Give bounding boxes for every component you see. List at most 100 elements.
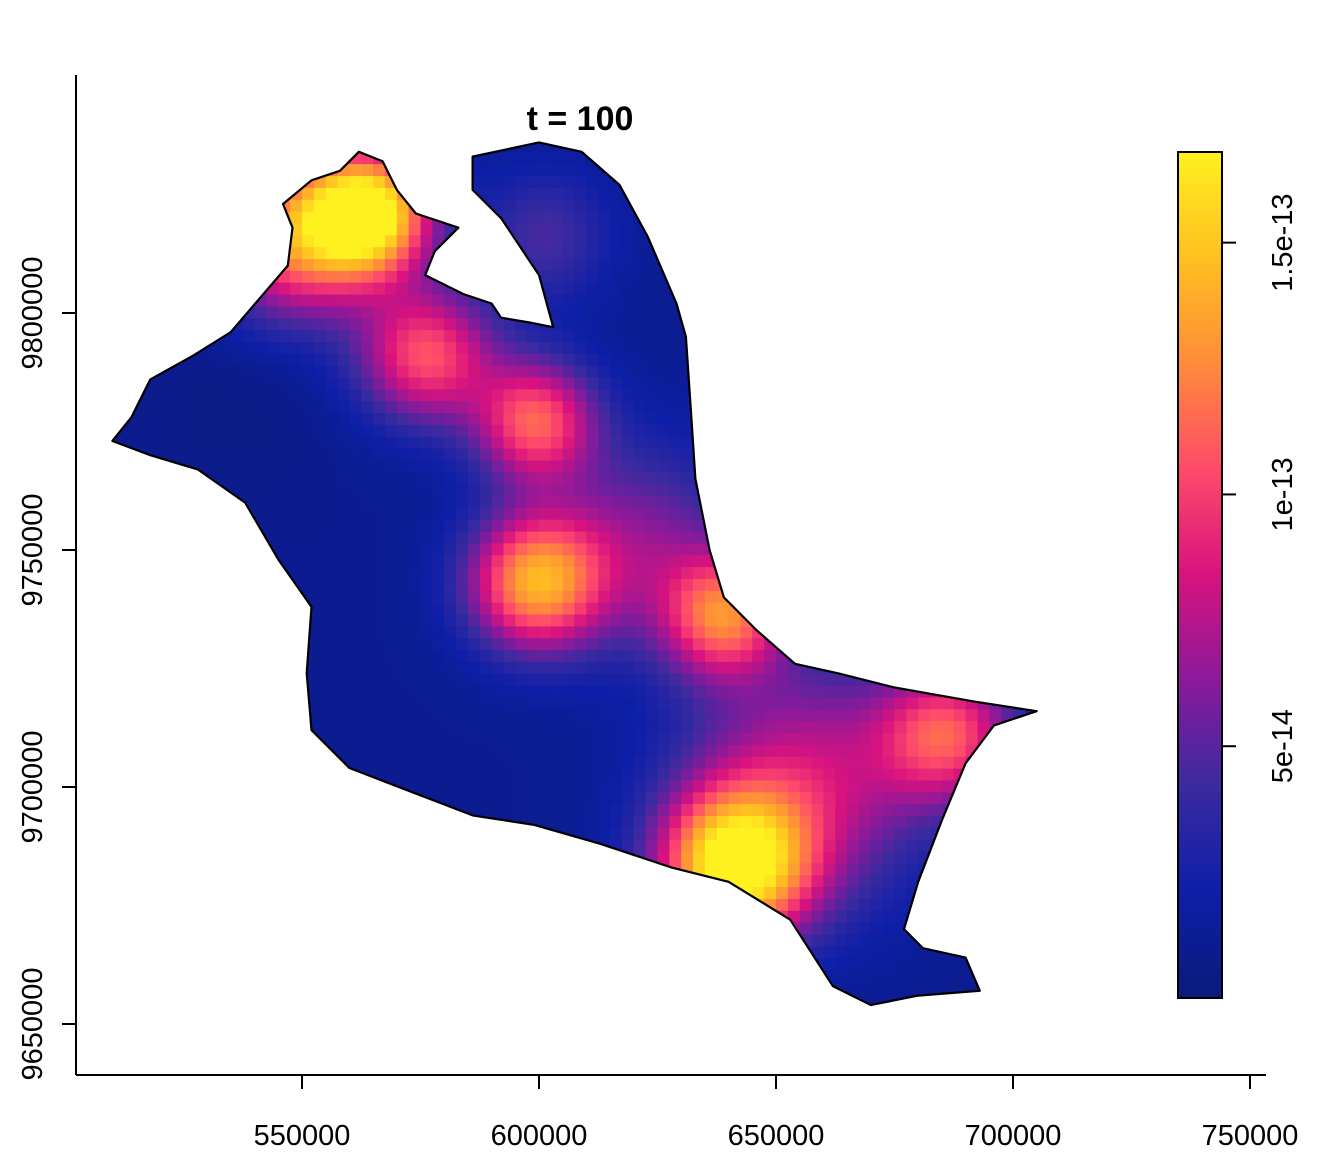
heatmap-cell: [527, 720, 540, 733]
heatmap-cell: [207, 685, 220, 698]
heatmap-cell: [870, 187, 884, 200]
heatmap-cell: [847, 602, 860, 615]
heatmap-cell: [776, 898, 789, 911]
heatmap-cell: [882, 839, 896, 852]
heatmap-cell: [728, 507, 741, 520]
heatmap-cell: [112, 614, 125, 627]
heatmap-cell: [171, 839, 185, 852]
heatmap-cell: [219, 365, 232, 378]
heatmap-cell: [147, 495, 161, 508]
heatmap-cell: [420, 519, 433, 532]
heatmap-cell: [361, 922, 374, 935]
heatmap-cell: [396, 922, 410, 935]
heatmap-cell: [373, 495, 386, 508]
heatmap-cell: [539, 554, 552, 568]
heatmap-cell: [373, 851, 386, 864]
heatmap-cell: [230, 377, 244, 390]
heatmap-cell: [752, 862, 765, 876]
heatmap-cell: [479, 756, 493, 769]
heatmap-cell: [539, 341, 552, 354]
heatmap-cell: [183, 258, 196, 271]
heatmap-cell: [752, 448, 765, 461]
heatmap-cell: [527, 649, 540, 662]
heatmap-cell: [219, 685, 232, 698]
heatmap-cell: [610, 211, 623, 224]
heatmap-cell: [574, 933, 587, 947]
heatmap-cell: [384, 317, 398, 331]
heatmap-cell: [776, 578, 789, 591]
heatmap-cell: [716, 554, 730, 568]
heatmap-cell: [906, 708, 919, 722]
heatmap-cell: [657, 720, 670, 733]
heatmap-cell: [479, 578, 493, 591]
heatmap-cell: [894, 744, 907, 757]
heatmap-cell: [823, 294, 836, 307]
heatmap-cell: [444, 862, 457, 876]
heatmap-cell: [373, 365, 386, 378]
heatmap-cell: [290, 554, 303, 568]
heatmap-cell: [633, 531, 647, 544]
heatmap-cell: [302, 246, 315, 259]
heatmap-cell: [479, 839, 493, 852]
heatmap-cell: [313, 246, 327, 259]
heatmap-cell: [290, 459, 303, 473]
heatmap-cell: [396, 459, 410, 473]
heatmap-cell: [550, 685, 564, 698]
heatmap-cell: [882, 851, 896, 864]
heatmap-cell: [290, 365, 303, 378]
heatmap-cell: [349, 175, 362, 188]
heatmap-cell: [633, 779, 647, 793]
heatmap-cell: [752, 436, 765, 449]
heatmap-cell: [195, 365, 208, 378]
heatmap-cell: [420, 471, 433, 485]
heatmap-cell: [835, 365, 848, 378]
heatmap-cell: [444, 779, 457, 793]
heatmap-cell: [716, 791, 730, 805]
heatmap-cell: [503, 933, 516, 947]
heatmap-cell: [598, 507, 611, 520]
heatmap-cell: [302, 981, 315, 994]
heatmap-cell: [171, 317, 185, 331]
heatmap-cell: [290, 199, 303, 212]
heatmap-cell: [550, 542, 564, 556]
heatmap-cell: [467, 685, 481, 698]
heatmap-cell: [527, 851, 540, 864]
heatmap-cell: [302, 424, 315, 437]
heatmap-cell: [337, 377, 350, 390]
heatmap-cell: [124, 495, 137, 508]
heatmap-cell: [396, 815, 410, 828]
heatmap-cell: [420, 933, 433, 947]
heatmap-cell: [704, 578, 718, 591]
heatmap-cell: [752, 412, 765, 425]
heatmap-cell: [740, 246, 753, 259]
heatmap-cell: [396, 305, 410, 319]
heatmap-cell: [894, 471, 907, 485]
heatmap-cell: [278, 851, 291, 864]
heatmap-cell: [361, 163, 374, 177]
heatmap-cell: [432, 910, 445, 923]
heatmap-cell: [539, 566, 552, 579]
heatmap-cell: [550, 732, 564, 745]
heatmap-cell: [112, 696, 125, 710]
heatmap-cell: [183, 483, 196, 496]
heatmap-cell: [195, 957, 208, 970]
heatmap-cell: [859, 910, 872, 923]
heatmap-cell: [586, 922, 599, 935]
heatmap-cell: [835, 531, 848, 544]
heatmap-cell: [870, 199, 884, 212]
heatmap-cell: [242, 388, 256, 402]
heatmap-cell: [823, 791, 836, 805]
heatmap-cell: [266, 258, 279, 271]
heatmap-cell: [515, 661, 528, 674]
heatmap-cell: [124, 945, 137, 959]
heatmap-cell: [136, 602, 149, 615]
heatmap-cell: [313, 696, 327, 710]
heatmap-cell: [491, 471, 504, 485]
heatmap-cell: [467, 673, 481, 686]
heatmap-cell: [870, 851, 884, 864]
heatmap-cell: [207, 815, 220, 828]
heatmap-cell: [787, 412, 801, 425]
heatmap-cell: [302, 377, 315, 390]
heatmap-cell: [278, 471, 291, 485]
heatmap-cell: [515, 685, 528, 698]
